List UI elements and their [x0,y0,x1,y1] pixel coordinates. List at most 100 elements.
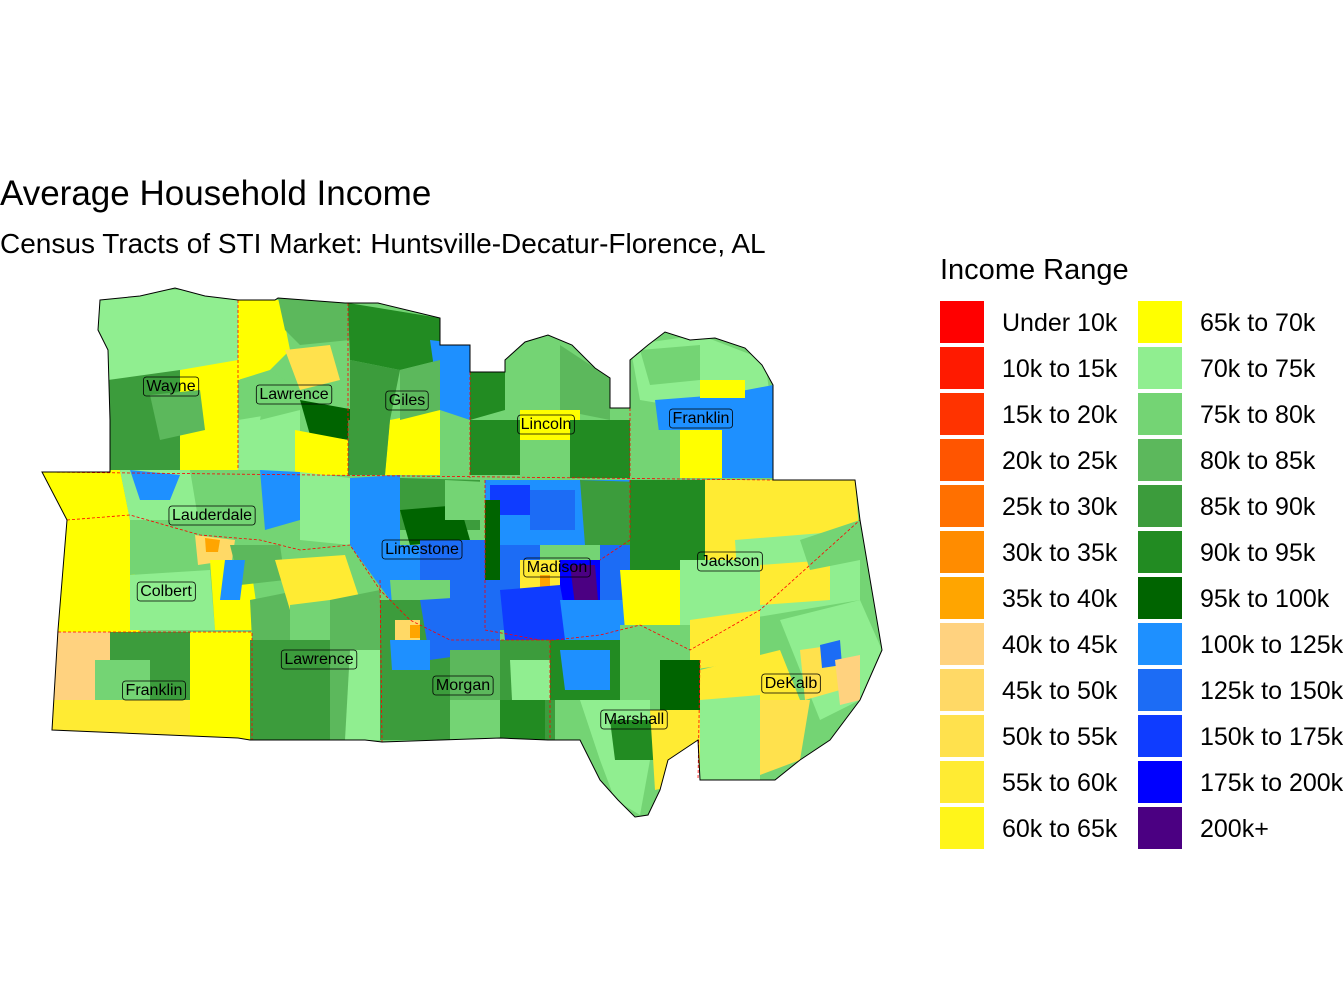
svg-text:Giles: Giles [389,392,425,409]
map-subtitle: Census Tracts of STI Market: Huntsville-… [0,228,766,259]
county-label: Lawrence [255,384,333,405]
legend-swatch [1138,347,1182,391]
legend-item: 125k to 150k [1138,668,1343,714]
svg-text:Jackson: Jackson [701,553,760,570]
svg-text:Wayne: Wayne [146,378,195,395]
legend-item: 95k to 100k [1138,576,1329,622]
county-label: Lauderdale [168,505,256,526]
legend-item: 150k to 175k [1138,714,1343,760]
county-label: Wayne [142,376,200,397]
legend-swatch [940,715,984,759]
legend-swatch [1138,669,1182,713]
legend-swatch [1138,485,1182,529]
legend-swatch [1138,623,1182,667]
legend-item: 55k to 60k [940,760,1117,806]
legend-label: 45k to 50k [1002,676,1118,705]
legend-item: 60k to 65k [940,806,1117,852]
legend-label: 15k to 20k [1002,400,1118,429]
legend-swatch [940,531,984,575]
legend-swatch [940,347,984,391]
legend-swatch [1138,715,1182,759]
legend-item: 10k to 15k [940,346,1117,392]
legend-item: 45k to 50k [940,668,1117,714]
legend-label: 85k to 90k [1200,492,1316,521]
legend-label: 175k to 200k [1200,768,1344,797]
county-label: Jackson [697,551,763,572]
county-label: Marshall [600,709,668,730]
legend-item: 200k+ [1138,806,1269,852]
legend-swatch [940,577,984,621]
svg-text:Limestone: Limestone [385,541,459,558]
legend-label: 10k to 15k [1002,354,1118,383]
svg-text:Marshall: Marshall [604,711,664,728]
legend-label: 60k to 65k [1002,814,1118,843]
svg-text:Colbert: Colbert [140,583,192,600]
svg-text:Lauderdale: Lauderdale [172,507,252,524]
county-label: DeKalb [761,673,821,694]
legend-label: 90k to 95k [1200,538,1316,567]
legend-item: 50k to 55k [940,714,1117,760]
map-title: Average Household Income [0,174,432,213]
legend-label: 100k to 125k [1200,630,1344,659]
legend-swatch [940,623,984,667]
legend-item: 175k to 200k [1138,760,1343,806]
legend-item: 80k to 85k [1138,438,1315,484]
legend-label: 30k to 35k [1002,538,1118,567]
legend-label: 25k to 30k [1002,492,1118,521]
legend-label: 40k to 45k [1002,630,1118,659]
legend-title: Income Range [940,254,1129,286]
legend-swatch [1138,393,1182,437]
legend-item: 90k to 95k [1138,530,1315,576]
legend-label: 70k to 75k [1200,354,1316,383]
county-labels: Wayne Lawrence Giles Lincoln Franklin Lauderd… [122,376,821,730]
choropleth-map: Wayne Lawrence Giles Lincoln Franklin Lauderd… [41,287,883,818]
legend-item: 65k to 70k [1138,300,1315,346]
legend-item: 25k to 30k [940,484,1117,530]
legend-label: 80k to 85k [1200,446,1316,475]
svg-text:Franklin: Franklin [126,682,183,699]
legend-item: 70k to 75k [1138,346,1315,392]
legend-swatch [940,393,984,437]
legend-swatch [940,439,984,483]
svg-text:Lawrence: Lawrence [259,386,328,403]
legend-item: 35k to 40k [940,576,1117,622]
legend-label: 125k to 150k [1200,676,1344,705]
legend-swatch [1138,577,1182,621]
svg-text:Madison: Madison [527,559,587,576]
legend-swatch [1138,761,1182,805]
legend-item: 75k to 80k [1138,392,1315,438]
legend-item: Under 10k [940,300,1117,346]
svg-text:Lawrence: Lawrence [284,651,353,668]
legend-swatch [1138,439,1182,483]
county-label: Franklin [669,408,733,429]
legend-item: 20k to 25k [940,438,1117,484]
legend-label: 95k to 100k [1200,584,1330,613]
legend: Under 10k 10k to 15k 15k to 20k 20k to 25k 2… [940,300,1344,852]
county-label: Lawrence [280,649,358,670]
legend-swatch [1138,531,1182,575]
legend-label: 150k to 175k [1200,722,1344,751]
legend-label: 200k+ [1200,814,1269,843]
legend-label: 65k to 70k [1200,308,1316,337]
legend-swatch [940,485,984,529]
county-label: Madison [523,557,591,578]
legend-item: 30k to 35k [940,530,1117,576]
legend-item: 85k to 90k [1138,484,1315,530]
svg-text:Lincoln: Lincoln [521,416,572,433]
svg-text:Franklin: Franklin [673,410,730,427]
svg-text:DeKalb: DeKalb [765,675,818,692]
county-label: Colbert [136,581,196,602]
legend-label: 50k to 55k [1002,722,1118,751]
legend-label: 35k to 40k [1002,584,1118,613]
legend-label: 20k to 25k [1002,446,1118,475]
legend-swatch [940,669,984,713]
county-label: Limestone [381,539,463,560]
county-label: Giles [385,390,429,411]
county-label: Franklin [122,680,186,701]
legend-swatch [1138,807,1182,851]
legend-label: Under 10k [1002,308,1118,337]
legend-label: 55k to 60k [1002,768,1118,797]
legend-swatch [940,807,984,851]
legend-swatch [1138,301,1182,345]
legend-swatch [940,761,984,805]
